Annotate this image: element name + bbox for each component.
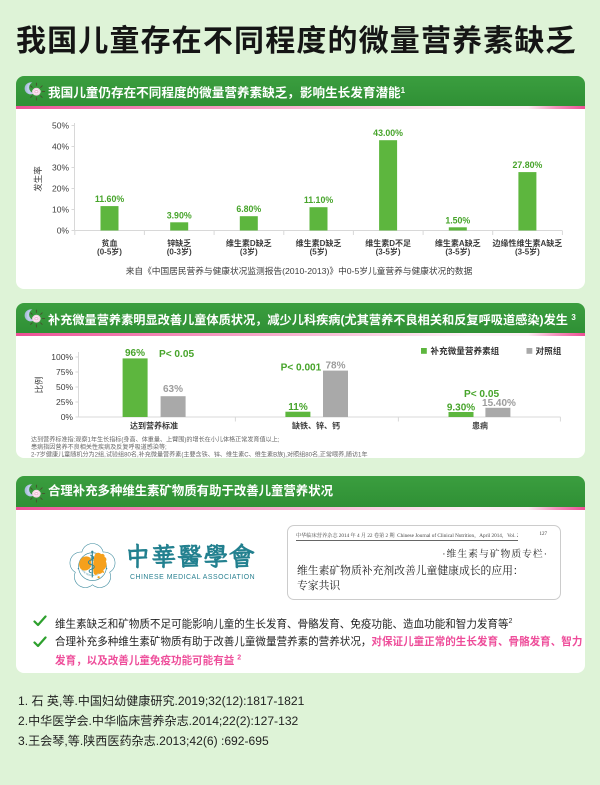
- svg-text:27.80%: 27.80%: [512, 160, 542, 170]
- svg-text:10%: 10%: [52, 205, 69, 215]
- svg-text:25%: 25%: [56, 397, 73, 407]
- svg-text:0%: 0%: [57, 226, 70, 236]
- svg-text:达到营养标准指:观察1年生长指标(身高、体重量、上臂围)的增: 达到营养标准指:观察1年生长指标(身高、体重量、上臂围)的增长在小儿体格正常发育…: [31, 436, 280, 444]
- svg-text:78%: 78%: [325, 361, 345, 372]
- svg-text:患病: 患病: [472, 421, 488, 431]
- svg-text:20%: 20%: [52, 184, 69, 194]
- svg-text:43.00%: 43.00%: [373, 128, 403, 138]
- svg-text:(3-5岁): (3-5岁): [445, 247, 470, 257]
- svg-text:3.90%: 3.90%: [167, 210, 192, 220]
- svg-text:40%: 40%: [52, 142, 69, 152]
- svg-text:9.30%: 9.30%: [447, 403, 475, 414]
- svg-text:(3-5岁): (3-5岁): [515, 247, 540, 257]
- svg-text:达到营养标准: 达到营养标准: [130, 421, 178, 431]
- svg-text:(5岁): (5岁): [310, 247, 328, 257]
- svg-text:11.60%: 11.60%: [95, 194, 125, 204]
- svg-text:0%: 0%: [61, 412, 74, 422]
- svg-text:(3岁): (3岁): [240, 247, 258, 257]
- svg-text:锌缺乏: 锌缺乏: [167, 238, 191, 248]
- svg-text:50%: 50%: [52, 121, 69, 131]
- svg-text:96%: 96%: [125, 348, 145, 359]
- svg-text:P< 0.001: P< 0.001: [281, 363, 322, 374]
- svg-text:2-7岁健康儿童随机分为2组,试验组80名,补充微量营养素(: 2-7岁健康儿童随机分为2组,试验组80名,补充微量营养素(主要含铁、锌、维生素…: [31, 450, 368, 458]
- svg-text:6.80%: 6.80%: [236, 204, 261, 214]
- svg-text:边缘性维生素A缺乏: 边缘性维生素A缺乏: [493, 238, 563, 248]
- svg-text:维生素D缺乏: 维生素D缺乏: [226, 238, 272, 248]
- svg-text:缺铁、锌、钙: 缺铁、锌、钙: [292, 421, 340, 431]
- svg-text:75%: 75%: [56, 367, 73, 377]
- svg-text:(0-3岁): (0-3岁): [167, 247, 192, 257]
- svg-text:维生素D缺乏: 维生素D缺乏: [296, 238, 342, 248]
- svg-text:P< 0.05: P< 0.05: [159, 349, 194, 360]
- svg-text:100%: 100%: [51, 352, 73, 362]
- svg-text:30%: 30%: [52, 163, 69, 173]
- svg-text:11%: 11%: [288, 402, 308, 413]
- svg-text:P< 0.05: P< 0.05: [464, 389, 499, 400]
- svg-text:患病指因营养不良相关性疾病及反复呼吸道感染等;: 患病指因营养不良相关性疾病及反复呼吸道感染等;: [31, 443, 167, 451]
- svg-text:63%: 63%: [163, 384, 183, 395]
- svg-text:维生素D不足: 维生素D不足: [365, 238, 411, 248]
- svg-text:对照组: 对照组: [536, 345, 562, 356]
- svg-text:15.40%: 15.40%: [482, 398, 516, 409]
- svg-text:1.50%: 1.50%: [445, 215, 470, 225]
- svg-text:(3-5岁): (3-5岁): [376, 247, 401, 257]
- svg-text:11.10%: 11.10%: [304, 195, 334, 205]
- svg-text:(0-5岁): (0-5岁): [97, 247, 122, 257]
- svg-text:发生率: 发生率: [33, 166, 43, 192]
- svg-text:50%: 50%: [56, 382, 73, 392]
- svg-text:补充微量营养素组: 补充微量营养素组: [431, 345, 500, 356]
- svg-text:贫血: 贫血: [102, 238, 118, 248]
- svg-text:维生素A缺乏: 维生素A缺乏: [435, 238, 481, 248]
- svg-text:来自《中国居民营养与健康状况监测报告(2010-2013)》: 来自《中国居民营养与健康状况监测报告(2010-2013)》中0-5岁儿童营养与…: [126, 265, 473, 276]
- svg-text:比例: 比例: [34, 376, 44, 393]
